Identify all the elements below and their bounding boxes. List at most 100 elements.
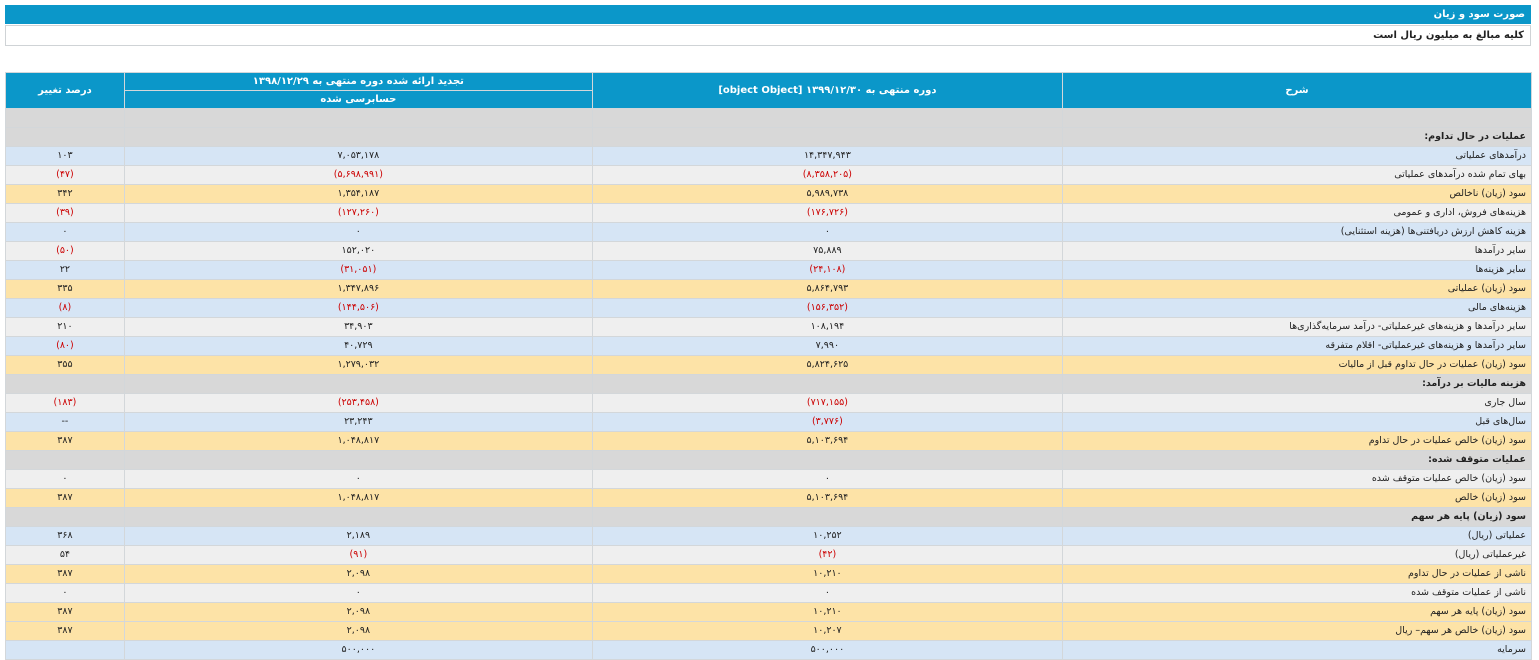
row-change-value: ۳۵۵ <box>5 355 125 375</box>
row-prior-value: ۲,۰۹۸ <box>123 564 593 584</box>
row-description: عملیات متوقف شده: <box>1061 450 1533 470</box>
column-header-prior-period: تجدید ارائه شده دوره منتهی به ۱۳۹۸/۱۲/۲۹ <box>123 72 593 91</box>
table-row: سال‌های قبل (۳,۷۷۶) ۲۳,۲۴۳ -- <box>5 412 1533 432</box>
row-current-value: ۰ <box>591 583 1063 603</box>
row-description: ناشی از عملیات متوقف شده <box>1061 583 1533 603</box>
table-row: سرمایه ۵۰۰,۰۰۰ ۵۰۰,۰۰۰ <box>5 640 1533 660</box>
row-change-value: (۱۸۳) <box>5 393 125 413</box>
row-prior-value: ۰ <box>123 469 593 489</box>
row-current-value: ۱۴,۳۴۷,۹۴۳ <box>591 146 1063 166</box>
table-row: سال جاری (۷۱۷,۱۵۵) (۲۵۳,۴۵۸) (۱۸۳) <box>5 393 1533 413</box>
row-change-value: (۸) <box>5 298 125 318</box>
column-header-description: شرح <box>1061 72 1533 109</box>
table-row: عملیاتی (ریال) ۱۰,۲۵۲ ۲,۱۸۹ ۳۶۸ <box>5 526 1533 546</box>
row-current-value: ۱۰,۲۵۲ <box>591 526 1063 546</box>
row-prior-value: ۱,۳۴۷,۸۹۶ <box>123 279 593 299</box>
table-row: ناشی از عملیات در حال تداوم ۱۰,۲۱۰ ۲,۰۹۸ ۳۸… <box>5 564 1533 584</box>
row-prior-value: ۱,۰۴۸,۸۱۷ <box>123 488 593 508</box>
row-current-value: (۴۲) <box>591 545 1063 565</box>
row-change-value: ۳۸۷ <box>5 602 125 622</box>
row-current-value: (۷۱۷,۱۵۵) <box>591 393 1063 413</box>
row-prior-value: ۴۰,۷۲۹ <box>123 336 593 356</box>
table-row: سایر درآمدها ۷۵,۸۸۹ ۱۵۲,۰۲۰ (۵۰) <box>5 241 1533 261</box>
row-current-value <box>591 450 1063 470</box>
row-prior-value: ۰ <box>123 222 593 242</box>
section-header-row: هزینه مالیات بر درآمد: <box>5 374 1533 394</box>
table-row: سود (زیان) پایه هر سهم ۱۰,۲۱۰ ۲,۰۹۸ ۳۸۷ <box>5 602 1533 622</box>
table-row: سایر درآمدها و هزینه‌های غیرعملیاتی- درآ… <box>5 317 1533 337</box>
row-description: بهای تمام شده درآمدهای عملیاتی <box>1061 165 1533 185</box>
row-description <box>1061 108 1533 128</box>
table-row: درآمدهای عملیاتی ۱۴,۳۴۷,۹۴۳ ۷,۰۵۳,۱۷۸ ۱۰۳ <box>5 146 1533 166</box>
units-note-bar: کلیه مبالغ به میلیون ریال است <box>5 25 1531 46</box>
row-prior-value: (۳۱,۰۵۱) <box>123 260 593 280</box>
row-change-value: ۰ <box>5 222 125 242</box>
row-current-value <box>591 108 1063 128</box>
row-prior-value: ۱۵۲,۰۲۰ <box>123 241 593 261</box>
row-description: سایر درآمدها <box>1061 241 1533 261</box>
row-change-value: ۰ <box>5 583 125 603</box>
row-current-value: ۰ <box>591 469 1063 489</box>
row-description: سود (زیان) خالص <box>1061 488 1533 508</box>
row-description: سال جاری <box>1061 393 1533 413</box>
row-change-value: ۱۰۳ <box>5 146 125 166</box>
row-current-value <box>591 127 1063 147</box>
row-prior-value: (۲۵۳,۴۵۸) <box>123 393 593 413</box>
row-current-value: (۲۴,۱۰۸) <box>591 260 1063 280</box>
row-prior-value: ۳۴,۹۰۳ <box>123 317 593 337</box>
row-current-value: (۳,۷۷۶) <box>591 412 1063 432</box>
row-change-value <box>5 108 125 128</box>
row-current-value: ۷۵,۸۸۹ <box>591 241 1063 261</box>
row-description: عملیاتی (ریال) <box>1061 526 1533 546</box>
table-row: بهای تمام شده درآمدهای عملیاتی (۸,۳۵۸,۲۰۵… <box>5 165 1533 185</box>
row-current-value: ۵,۸۲۴,۶۲۵ <box>591 355 1063 375</box>
row-current-value: ۷,۹۹۰ <box>591 336 1063 356</box>
row-current-value: ۵,۹۸۹,۷۳۸ <box>591 184 1063 204</box>
table-row: هزینه‌های مالی (۱۵۶,۳۵۲) (۱۴۴,۵۰۶) (۸) <box>5 298 1533 318</box>
row-description: سایر درآمدها و هزینه‌های غیرعملیاتی- درآ… <box>1061 317 1533 337</box>
row-change-value: (۸۰) <box>5 336 125 356</box>
row-description: سود (زیان) خالص هر سهم– ریال <box>1061 621 1533 641</box>
table-row: سود (زیان) عملیات در حال تداوم قبل از ما… <box>5 355 1533 375</box>
row-prior-value: ۱,۲۷۹,۰۳۲ <box>123 355 593 375</box>
row-description: سایر هزینه‌ها <box>1061 260 1533 280</box>
row-current-value: ۱۰۸,۱۹۴ <box>591 317 1063 337</box>
section-header-row: سود (زیان) پایه هر سهم <box>5 507 1533 527</box>
income-statement-table: شرح دوره منتهی به ۱۳۹۹/۱۲/۳۰ [object Obj… <box>5 72 1533 660</box>
table-row: سود (زیان) خالص عملیات متوقف شده ۰ ۰ ۰ <box>5 469 1533 489</box>
row-current-value <box>591 507 1063 527</box>
row-prior-value <box>123 127 593 147</box>
section-header-row <box>5 108 1533 128</box>
row-prior-value: ۷,۰۵۳,۱۷۸ <box>123 146 593 166</box>
table-row: سود (زیان) خالص ۵,۱۰۳,۶۹۴ ۱,۰۴۸,۸۱۷ ۳۸۷ <box>5 488 1533 508</box>
units-note: کلیه مبالغ به میلیون ریال است <box>1373 30 1524 41</box>
row-description: هزینه‌های فروش، اداری و عمومی <box>1061 203 1533 223</box>
row-description: سود (زیان) خالص عملیات متوقف شده <box>1061 469 1533 489</box>
row-change-value: (۴۷) <box>5 165 125 185</box>
row-prior-value <box>123 507 593 527</box>
row-description: عملیات در حال تداوم: <box>1061 127 1533 147</box>
row-change-value: ۳۸۷ <box>5 431 125 451</box>
row-current-value <box>591 374 1063 394</box>
row-description: سود (زیان) خالص عملیات در حال تداوم <box>1061 431 1533 451</box>
row-current-value: (۱۵۶,۳۵۲) <box>591 298 1063 318</box>
row-prior-value: ۲,۰۹۸ <box>123 621 593 641</box>
row-description: هزینه کاهش ارزش دریافتنی‌ها (هزینه استثن… <box>1061 222 1533 242</box>
row-prior-value <box>123 374 593 394</box>
row-change-value <box>5 640 125 660</box>
row-change-value <box>5 507 125 527</box>
row-change-value: ۳۶۸ <box>5 526 125 546</box>
row-current-value: (۸,۳۵۸,۲۰۵) <box>591 165 1063 185</box>
row-description: سایر درآمدها و هزینه‌های غیرعملیاتی- اقل… <box>1061 336 1533 356</box>
row-change-value: ۰ <box>5 469 125 489</box>
row-current-value: ۵,۱۰۳,۶۹۴ <box>591 488 1063 508</box>
row-change-value: ۳۸۷ <box>5 621 125 641</box>
row-prior-value: ۲,۱۸۹ <box>123 526 593 546</box>
table-row: ناشی از عملیات متوقف شده ۰ ۰ ۰ <box>5 583 1533 603</box>
row-description: غیرعملیاتی (ریال) <box>1061 545 1533 565</box>
row-prior-value: ۲۳,۲۴۳ <box>123 412 593 432</box>
row-change-value <box>5 127 125 147</box>
row-current-value: ۵۰۰,۰۰۰ <box>591 640 1063 660</box>
row-current-value: ۱۰,۲۰۷ <box>591 621 1063 641</box>
row-current-value: ۰ <box>591 222 1063 242</box>
